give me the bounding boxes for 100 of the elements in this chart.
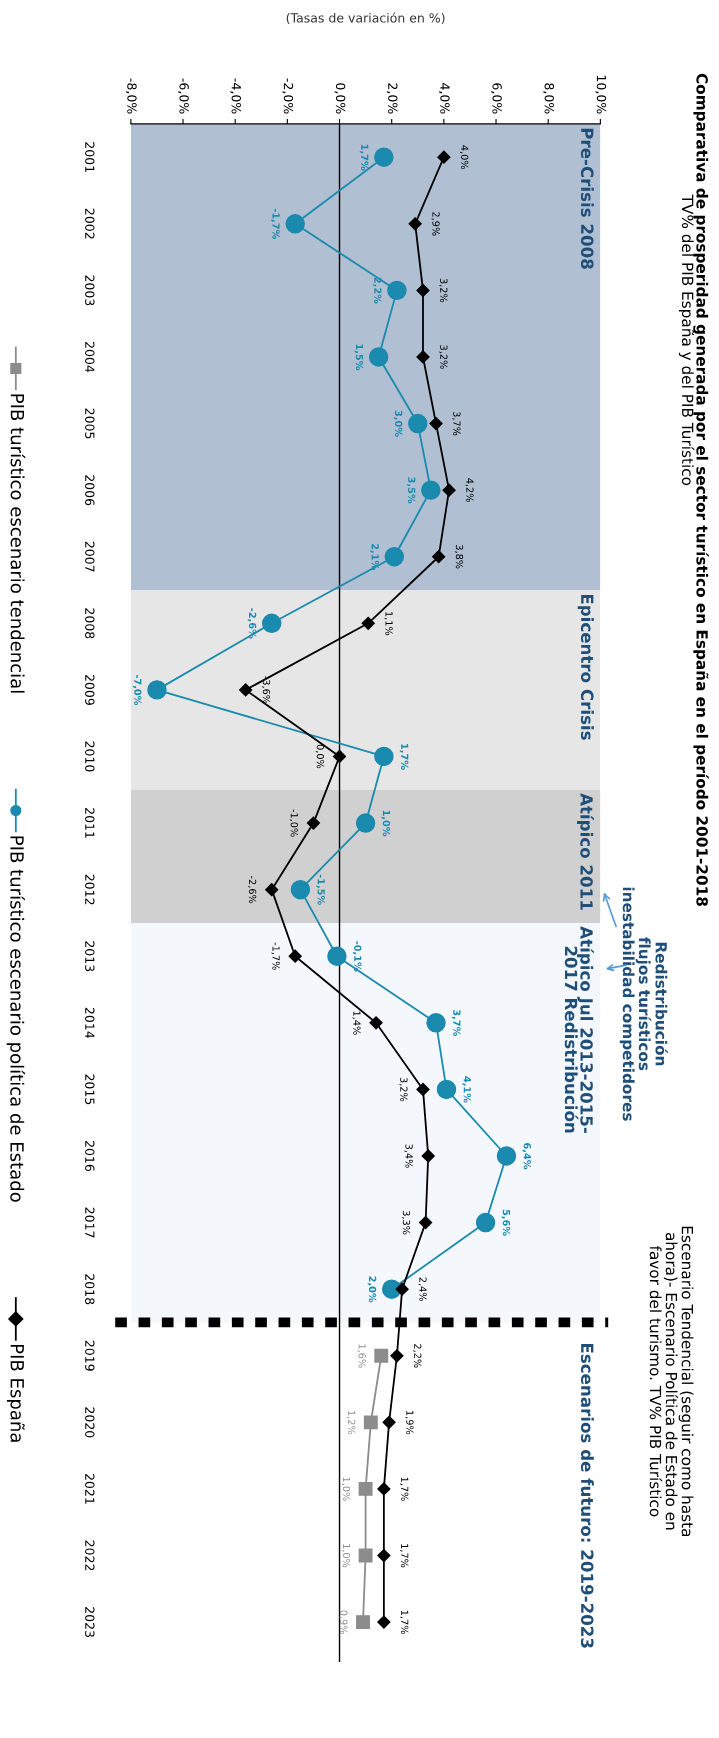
data-label: 1,0% xyxy=(341,1477,351,1501)
point xyxy=(377,1482,391,1496)
y-tick-label: 2001 xyxy=(85,142,95,172)
point xyxy=(377,1548,391,1563)
point xyxy=(327,946,347,966)
data-label: 0,0% xyxy=(315,744,325,769)
point xyxy=(265,883,279,897)
band-label: Atípico 2011 xyxy=(577,793,594,910)
legend-label: PIB turístico escenario política de Estado xyxy=(6,836,25,1202)
point xyxy=(356,1615,370,1630)
point xyxy=(384,547,405,567)
data-label: 4,2% xyxy=(465,478,474,502)
data-label: 3,2% xyxy=(399,1077,408,1102)
point xyxy=(421,480,441,500)
data-label: 5,6% xyxy=(501,1209,511,1236)
data-label: 1,4% xyxy=(352,1011,361,1035)
point xyxy=(285,214,305,234)
data-label: 1,9% xyxy=(405,1411,414,1435)
band-label: Atípico Jul 2013-2015- 2017 Redistribución xyxy=(564,926,594,1133)
point xyxy=(261,613,282,634)
data-label: -1,5% xyxy=(316,874,325,905)
data-label: 1,1% xyxy=(384,612,393,636)
data-label: 3,4% xyxy=(404,1144,413,1168)
data-label: -3,6% xyxy=(261,676,271,704)
y-tick-label: 2019 xyxy=(85,1340,95,1371)
y-tick-label: 2002 xyxy=(85,208,95,239)
band-label: Pre-Crisis 2008 xyxy=(580,128,594,269)
point xyxy=(437,150,451,164)
data-label: 0,9% xyxy=(339,1610,348,1634)
y-tick-label: 2014 xyxy=(85,1007,95,1039)
y-tick-label: 2016 xyxy=(85,1141,95,1172)
point xyxy=(368,347,389,367)
point xyxy=(361,616,375,630)
point xyxy=(239,683,253,697)
point xyxy=(416,350,430,364)
data-label: 3,0% xyxy=(393,410,403,437)
data-label: 3,5% xyxy=(406,477,416,504)
y-tick-label: 2011 xyxy=(85,808,95,838)
data-label: 2,9% xyxy=(431,212,440,236)
point xyxy=(395,1282,409,1296)
x-tick-label: -2,0% xyxy=(282,78,294,114)
x-tick-label: -6,0% xyxy=(178,78,189,114)
point xyxy=(374,746,394,767)
band-label: Epicentro Crisis xyxy=(577,594,594,740)
y-tick-label: 2004 xyxy=(85,341,95,373)
point xyxy=(436,1079,457,1100)
y-tick-label: 2022 xyxy=(85,1540,95,1571)
point xyxy=(432,550,446,564)
point xyxy=(290,879,311,900)
data-label: 1,5% xyxy=(354,344,364,371)
point xyxy=(426,1013,446,1033)
point xyxy=(421,1149,435,1163)
point xyxy=(355,813,376,833)
data-label: 3,7% xyxy=(451,1009,461,1036)
y-tick-label: 2007 xyxy=(85,541,95,572)
legend-label: PIB España xyxy=(6,1344,25,1442)
legend-label: PIB turístico escenario tendencial xyxy=(10,394,26,693)
data-label: 1,7% xyxy=(400,1610,409,1634)
data-label: 4,0% xyxy=(460,145,469,170)
data-label: 3,7% xyxy=(452,411,461,436)
data-label: -1,7% xyxy=(271,942,280,970)
data-label: -2,6% xyxy=(247,876,257,904)
point xyxy=(408,217,422,231)
data-label: 2,2% xyxy=(372,277,382,304)
point xyxy=(408,413,428,434)
y-tick-label: 2006 xyxy=(85,475,95,506)
data-label: -1,7% xyxy=(271,208,280,239)
data-label: 3,2% xyxy=(439,278,448,303)
data-label: 2,4% xyxy=(418,1277,427,1301)
point xyxy=(390,1349,404,1363)
data-label: -0,1% xyxy=(352,941,362,972)
point xyxy=(358,1548,373,1563)
point xyxy=(306,816,321,830)
x-tick-label: 6,0% xyxy=(491,83,502,114)
data-label: 1,7% xyxy=(400,1477,409,1501)
point xyxy=(382,1415,396,1429)
y-tick-label: 2021 xyxy=(85,1473,95,1504)
y-tick-label: 2008 xyxy=(85,608,95,639)
data-label: 1,7% xyxy=(400,1544,409,1568)
y-tick-label: 2003 xyxy=(85,275,95,306)
data-label: 1,0% xyxy=(341,1544,351,1568)
point xyxy=(288,949,302,963)
data-label: 3,8% xyxy=(454,545,464,569)
y-tick-label: 2005 xyxy=(85,408,95,439)
y-tick-label: 2020 xyxy=(85,1407,95,1438)
point xyxy=(363,1415,378,1430)
y-tick-label: 2015 xyxy=(85,1074,95,1105)
annotation: Escenarios de futuro: 2019-2023 xyxy=(580,1343,594,1648)
y-tick-label: 2017 xyxy=(85,1207,95,1238)
point xyxy=(429,416,443,431)
point xyxy=(147,680,167,700)
x-tick-label: -4,0% xyxy=(230,78,242,114)
y-tick-label: 2013 xyxy=(85,941,95,972)
data-label: 1,0% xyxy=(381,810,391,837)
data-label: 2,2% xyxy=(413,1344,422,1368)
data-label: 3,3% xyxy=(401,1210,411,1235)
data-label: -7,0% xyxy=(132,674,142,706)
x-axis-title: (Tasas de variación en %) xyxy=(286,12,445,25)
point xyxy=(387,280,407,301)
data-label: 1,2% xyxy=(347,1411,356,1435)
